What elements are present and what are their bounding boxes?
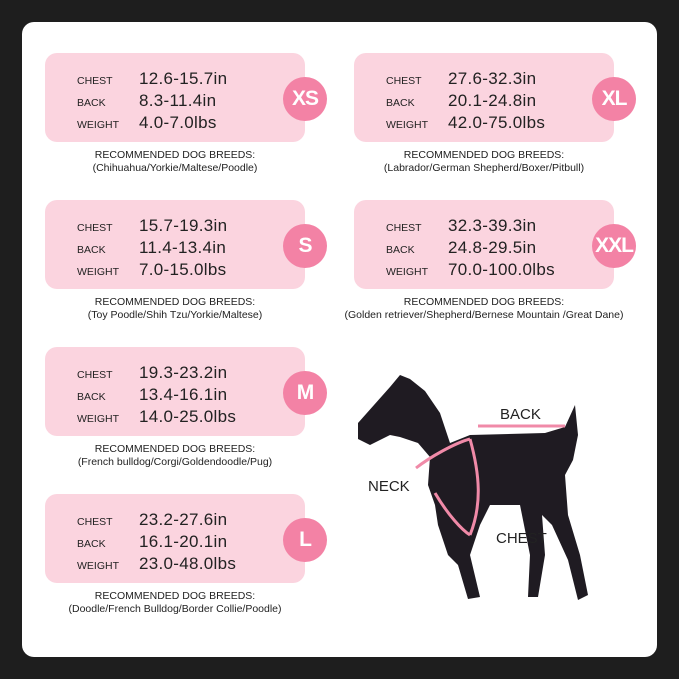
back-label: BACK (77, 97, 106, 109)
weight-row: WEIGHT 70.0-100.0lbs (386, 258, 606, 280)
back-value: 16.1-20.1in (139, 532, 228, 551)
weight-row: WEIGHT 23.0-48.0lbs (77, 552, 297, 574)
weight-row: WEIGHT 4.0-7.0lbs (77, 111, 297, 133)
weight-label: WEIGHT (386, 266, 428, 278)
dog-diagram (330, 365, 590, 630)
recommended-heading: RECOMMENDED DOG BREEDS: (94, 296, 256, 308)
size-card: CHEST 12.6-15.7in BACK 8.3-11.4in WEIGHT 4.0-… (45, 53, 305, 142)
breeds-list: (Toy Poodle/Shih Tzu/Yorkie/Maltese) (87, 309, 263, 321)
size-badge: XS (283, 77, 327, 121)
back-row: BACK 24.8-29.5in (386, 236, 606, 258)
chest-label: CHEST (386, 75, 422, 87)
recommended-breeds: RECOMMENDED DOG BREEDS: (Chihuahua/Yorkie… (25, 149, 325, 175)
chest-value: 23.2-27.6in (139, 510, 228, 529)
chest-row: CHEST 23.2-27.6in (77, 508, 297, 530)
chest-row: CHEST 15.7-19.3in (77, 214, 297, 236)
chest-row: CHEST 19.3-23.2in (77, 361, 297, 383)
chest-label: CHEST (386, 222, 422, 234)
recommended-heading: RECOMMENDED DOG BREEDS: (403, 149, 565, 161)
back-label: BACK (77, 391, 106, 403)
chest-label: CHEST (77, 369, 113, 381)
weight-value: 42.0-75.0lbs (448, 113, 546, 132)
weight-value: 4.0-7.0lbs (139, 113, 217, 132)
neck-label: NECK (368, 478, 410, 495)
breeds-list: (Labrador/German Shepherd/Boxer/Pitbull) (383, 162, 585, 174)
back-label: BACK (386, 97, 415, 109)
back-value: 20.1-24.8in (448, 91, 537, 110)
size-badge: XXL (592, 224, 636, 268)
weight-label: WEIGHT (386, 119, 428, 131)
chest-value: 27.6-32.3in (448, 69, 537, 88)
back-row: BACK 16.1-20.1in (77, 530, 297, 552)
chest-label: CHEST (77, 516, 113, 528)
back-row: BACK 20.1-24.8in (386, 89, 606, 111)
back-value: 11.4-13.4in (139, 238, 227, 257)
chest-value: 32.3-39.3in (448, 216, 537, 235)
back-label: BACK (77, 538, 106, 550)
back-label: BACK (386, 244, 415, 256)
recommended-breeds: RECOMMENDED DOG BREEDS: (Labrador/German … (334, 149, 634, 175)
chest-label: CHEST (77, 75, 113, 87)
size-card: CHEST 19.3-23.2in BACK 13.4-16.1in WEIGHT 14.… (45, 347, 305, 436)
size-badge: XL (592, 77, 636, 121)
weight-label: WEIGHT (77, 560, 119, 572)
weight-value: 14.0-25.0lbs (139, 407, 237, 426)
chest-value: 15.7-19.3in (139, 216, 228, 235)
back-row: BACK 8.3-11.4in (77, 89, 297, 111)
chest-label: CHEST (496, 530, 547, 547)
chest-label: CHEST (77, 222, 113, 234)
size-card: CHEST 32.3-39.3in BACK 24.8-29.5in WEIGHT 70.… (354, 200, 614, 289)
back-row: BACK 13.4-16.1in (77, 383, 297, 405)
weight-row: WEIGHT 42.0-75.0lbs (386, 111, 606, 133)
recommended-breeds: RECOMMENDED DOG BREEDS: (Toy Poodle/Shih … (25, 296, 325, 322)
weight-value: 7.0-15.0lbs (139, 260, 227, 279)
size-badge: M (283, 371, 327, 415)
recommended-heading: RECOMMENDED DOG BREEDS: (94, 149, 256, 161)
back-value: 8.3-11.4in (139, 91, 217, 110)
recommended-breeds: RECOMMENDED DOG BREEDS: (Doodle/French Bu… (25, 590, 325, 616)
back-row: BACK 11.4-13.4in (77, 236, 297, 258)
recommended-heading: RECOMMENDED DOG BREEDS: (403, 296, 565, 308)
chest-value: 12.6-15.7in (139, 69, 228, 88)
chest-value: 19.3-23.2in (139, 363, 228, 382)
back-value: 24.8-29.5in (448, 238, 537, 257)
breeds-list: (Golden retriever/Shepherd/Bernese Mount… (344, 309, 624, 321)
size-badge: S (283, 224, 327, 268)
recommended-heading: RECOMMENDED DOG BREEDS: (94, 443, 256, 455)
chest-row: CHEST 27.6-32.3in (386, 67, 606, 89)
weight-label: WEIGHT (77, 266, 119, 278)
breeds-list: (Chihuahua/Yorkie/Maltese/Poodle) (92, 162, 258, 174)
size-card: CHEST 27.6-32.3in BACK 20.1-24.8in WEIGHT 42.… (354, 53, 614, 142)
recommended-heading: RECOMMENDED DOG BREEDS: (94, 590, 256, 602)
back-label: BACK (77, 244, 106, 256)
weight-row: WEIGHT 7.0-15.0lbs (77, 258, 297, 280)
size-badge: L (283, 518, 327, 562)
weight-label: WEIGHT (77, 119, 119, 131)
chest-row: CHEST 32.3-39.3in (386, 214, 606, 236)
dog-silhouette-icon (358, 375, 588, 600)
chest-row: CHEST 12.6-15.7in (77, 67, 297, 89)
back-label: BACK (500, 406, 541, 423)
weight-label: WEIGHT (77, 413, 119, 425)
weight-row: WEIGHT 14.0-25.0lbs (77, 405, 297, 427)
recommended-breeds: RECOMMENDED DOG BREEDS: (Golden retriever… (334, 296, 634, 322)
back-value: 13.4-16.1in (139, 385, 228, 404)
size-card: CHEST 15.7-19.3in BACK 11.4-13.4in WEIGHT 7.0… (45, 200, 305, 289)
breeds-list: (French bulldog/Corgi/Goldendoodle/Pug) (77, 456, 273, 468)
weight-value: 70.0-100.0lbs (448, 260, 555, 279)
breeds-list: (Doodle/French Bulldog/Border Collie/Poo… (68, 603, 282, 615)
recommended-breeds: RECOMMENDED DOG BREEDS: (French bulldog/C… (25, 443, 325, 469)
size-card: CHEST 23.2-27.6in BACK 16.1-20.1in WEIGHT 23.… (45, 494, 305, 583)
weight-value: 23.0-48.0lbs (139, 554, 237, 573)
